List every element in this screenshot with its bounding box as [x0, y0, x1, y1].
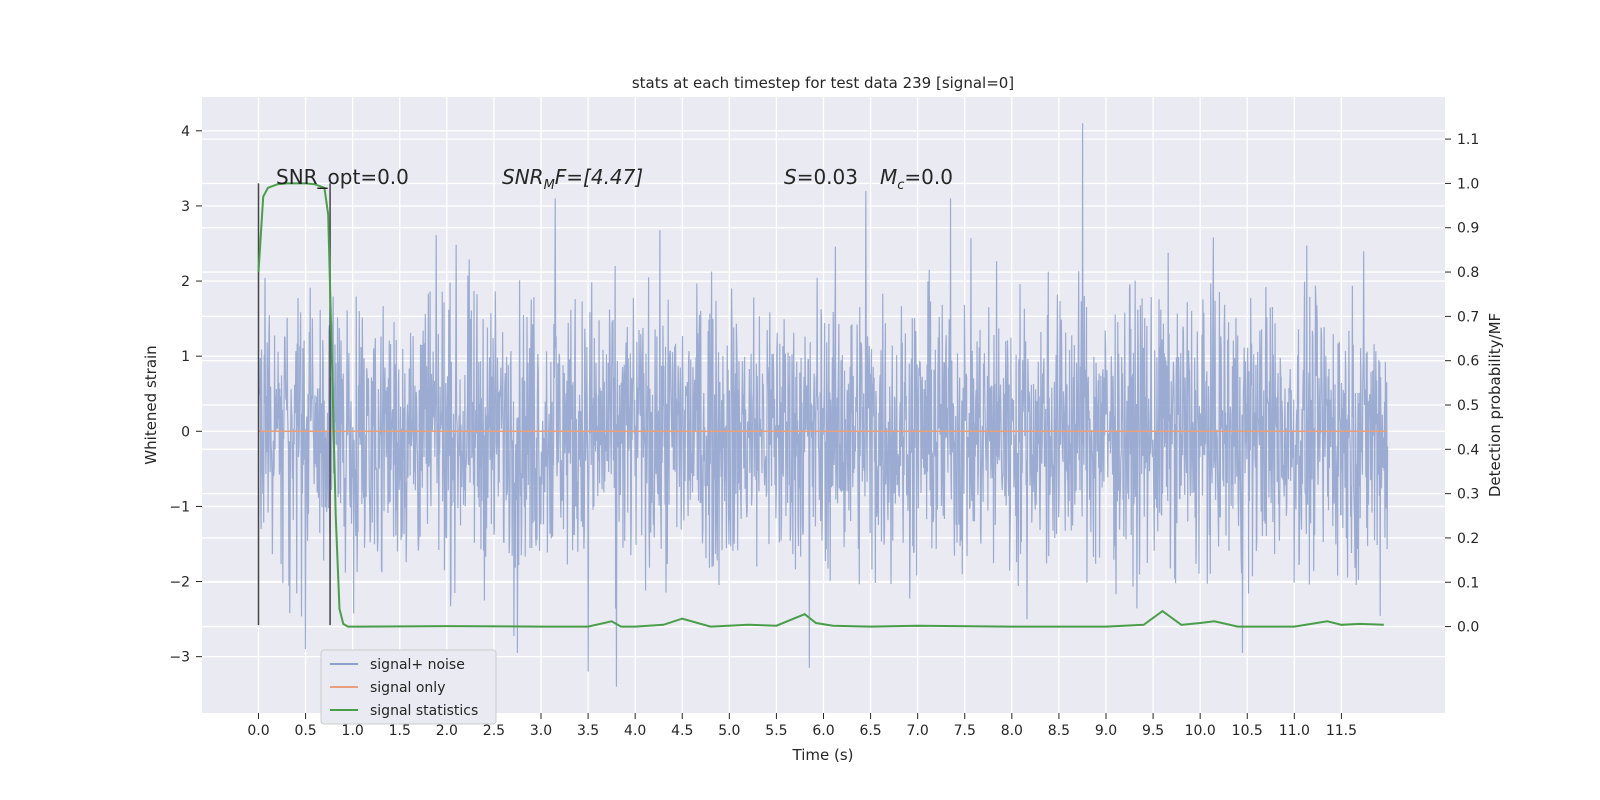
signal-noise-line: [257, 123, 1389, 687]
y-tick-label: −2: [169, 575, 190, 591]
x-tick-label: 7.5: [954, 723, 976, 739]
y2-tick-label: 0.2: [1457, 531, 1479, 547]
x-tick-label: 6.5: [859, 723, 881, 739]
x-tick-label: 1.0: [342, 723, 364, 739]
y-tick-label: 0: [181, 424, 190, 440]
y-tick-label: 4: [181, 124, 190, 140]
x-tick-label: 1.5: [389, 723, 411, 739]
x-tick-label: 2.0: [436, 723, 458, 739]
series-signal-statistics: [257, 182, 1384, 628]
y2-tick-label: 0.9: [1457, 221, 1479, 237]
legend-label: signal only: [370, 680, 445, 696]
annotation-snr-mf: SNRMF=[4.47]: [502, 165, 643, 193]
y-tick-label: 1: [181, 349, 190, 365]
x-tick-label: 6.0: [812, 723, 834, 739]
y2-tick-label: 0.5: [1457, 398, 1479, 414]
x-tick-label: 10.5: [1232, 723, 1263, 739]
y2-tick-label: 0.3: [1457, 487, 1479, 503]
y-axis-label: Whitened strain: [142, 345, 160, 464]
y-tick-label: −1: [169, 499, 190, 515]
legend-label: signal statistics: [370, 703, 478, 719]
x-tick-label: 11.5: [1326, 723, 1357, 739]
x-tick-label: 2.5: [483, 723, 505, 739]
x-tick-label: 3.0: [530, 723, 552, 739]
annotation-snr-opt: SNR_opt=0.0: [276, 165, 409, 189]
series-signal-noise: [257, 123, 1389, 687]
x-tick-label: 9.5: [1142, 723, 1164, 739]
legend: signal+ noise signal only signal statistic…: [320, 649, 497, 725]
x-tick-label: 8.0: [1001, 723, 1023, 739]
y2-tick-label: 1.0: [1457, 176, 1479, 192]
x-tick-label: 8.5: [1048, 723, 1070, 739]
y-tick-label: 2: [181, 274, 190, 290]
x-tick-label: 0.5: [294, 723, 316, 739]
x-tick-label: 5.0: [718, 723, 740, 739]
y-axis-ticks: −3 −2 −1 0 1 2 3 4: [169, 124, 202, 666]
x-tick-label: 9.0: [1095, 723, 1117, 739]
y-tick-label: −3: [169, 650, 190, 666]
y2-axis-label: Detection probability/MF: [1486, 313, 1504, 497]
x-tick-label: 5.5: [765, 723, 787, 739]
x-axis-label: Time (s): [792, 746, 854, 764]
y2-tick-label: 0.6: [1457, 354, 1479, 370]
legend-box: [320, 649, 497, 725]
y2-axis-ticks: 0.0 0.1 0.2 0.3 0.4 0.5 0.6 0.7 0.8 0.9 1.0 1.1: [1445, 132, 1479, 636]
x-axis-ticks: 0.0 0.5 1.0 1.5 2.0 2.5 3.0 3.5 4.0 4.5 5.0 5.5 6.0 6…: [247, 713, 1357, 739]
y2-tick-label: 0.8: [1457, 265, 1479, 281]
y2-tick-label: 1.1: [1457, 132, 1479, 148]
x-tick-label: 4.5: [671, 723, 693, 739]
x-tick-label: 3.5: [577, 723, 599, 739]
x-tick-label: 10.0: [1185, 723, 1216, 739]
x-tick-label: 11.0: [1279, 723, 1310, 739]
y-tick-label: 3: [181, 199, 190, 215]
x-tick-label: 7.0: [907, 723, 929, 739]
y2-tick-label: 0.0: [1457, 620, 1479, 636]
signal-statistics-line: [257, 182, 1384, 628]
y2-tick-label: 0.4: [1457, 442, 1479, 458]
x-tick-label: 4.0: [624, 723, 646, 739]
y2-tick-label: 0.7: [1457, 309, 1479, 325]
legend-label: signal+ noise: [370, 657, 465, 673]
annotation-mc-value: Mc=0.0: [880, 165, 953, 193]
annotation-s-value: S=0.03: [784, 165, 858, 189]
y2-tick-label: 0.1: [1457, 575, 1479, 591]
chart-title: stats at each timestep for test data 239…: [632, 74, 1014, 92]
x-tick-label: 0.0: [247, 723, 269, 739]
